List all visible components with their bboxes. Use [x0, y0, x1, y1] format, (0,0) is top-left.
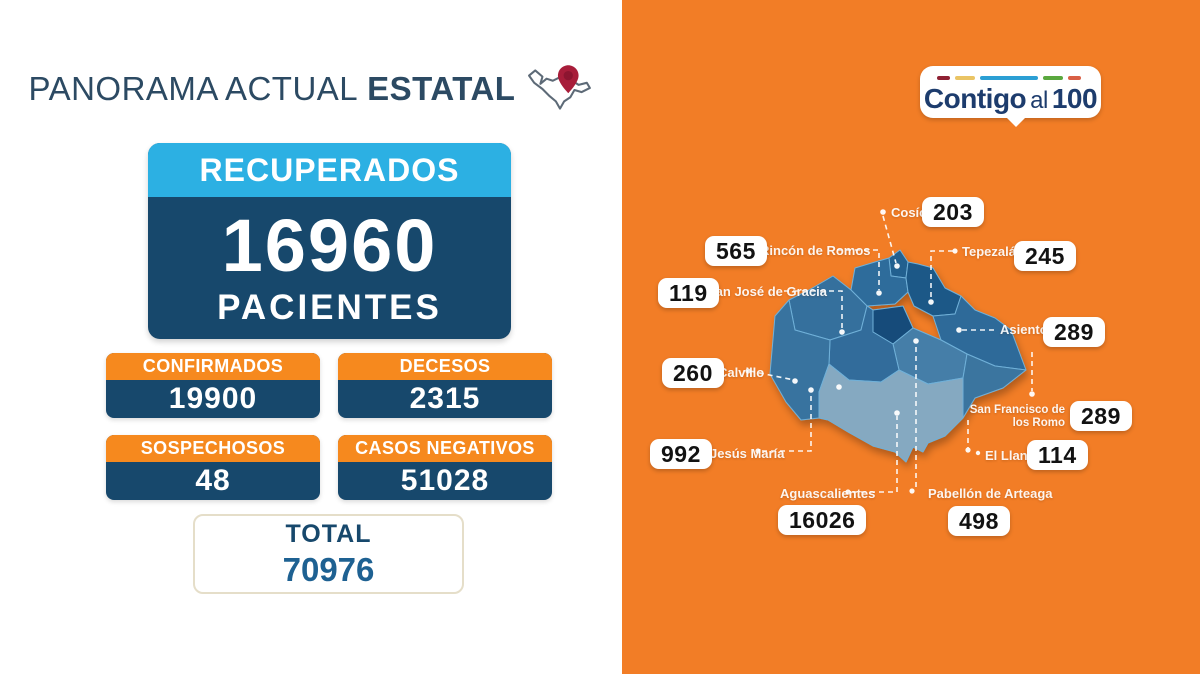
muni-label-san-jose-de-gracia: San José de Gracia: [707, 284, 827, 299]
muni-value-tepezala: 245: [1014, 241, 1076, 272]
stat-label: CASOS NEGATIVOS: [338, 435, 552, 462]
recovered-count: 16960: [221, 204, 438, 287]
logo-dash-orange: [1068, 76, 1081, 80]
stat-value: 2315: [409, 382, 481, 415]
muni-value-asientos: 289: [1043, 317, 1105, 348]
stat-label: CONFIRMADOS: [106, 353, 320, 380]
muni-label-pabellon-de-arteaga: Pabellón de Arteaga: [928, 486, 1053, 501]
logo-word-100: 100: [1051, 83, 1098, 114]
contigo-al-100-logo: Contigo al 100: [920, 66, 1101, 127]
aguascalientes-state-map: [745, 209, 1035, 495]
muni-value-san-jose-de-gracia: 119: [658, 278, 719, 309]
recovered-unit: PACIENTES: [217, 288, 442, 327]
logo-text: Contigo al 100: [920, 83, 1101, 115]
stat-label: SOSPECHOSOS: [106, 435, 320, 462]
total-value: 70976: [282, 550, 375, 588]
muni-value-pabellon-de-arteaga: 498: [948, 506, 1010, 537]
logo-color-dashes: [937, 76, 1081, 80]
map-region-tepezala: [905, 261, 962, 317]
total-label: TOTAL: [285, 519, 372, 548]
page-title-text: PANORAMA ACTUAL ESTATAL: [29, 70, 516, 108]
logo-dash-green: [1043, 76, 1063, 80]
page-title-normal: PANORAMA ACTUAL: [28, 70, 359, 107]
logo-dash-yellow: [955, 76, 975, 80]
muni-label-jesus-maria: Jesús María: [710, 446, 785, 461]
stat-value: 19900: [168, 382, 258, 415]
muni-value-san-francisco-de-los-romo: 289: [1070, 401, 1132, 432]
stat-card-confirmados: CONFIRMADOS 19900: [106, 353, 320, 418]
muni-label-calvillo: Calvillo: [718, 365, 765, 380]
connector-dots: [745, 209, 1035, 495]
map-region-aguascalientes: [818, 363, 964, 463]
logo-word-al: al: [1030, 87, 1048, 114]
stat-label: DECESOS: [338, 353, 552, 380]
muni-value-aguascalientes: 16026: [778, 505, 867, 536]
logo-dash-maroon: [937, 76, 950, 80]
stat-card-decesos: DECESOS 2315: [338, 353, 552, 418]
page-title-bold: ESTATAL: [367, 70, 516, 107]
map-region-el-llano: [962, 353, 1027, 419]
muni-label-asientos: Asientos: [1000, 322, 1055, 337]
muni-value-el-llano: 114: [1027, 440, 1088, 471]
stat-value: 48: [195, 464, 231, 497]
stat-card-casos-negativos: CASOS NEGATIVOS 51028: [338, 435, 552, 500]
muni-label-cosio: Cosío: [891, 205, 928, 220]
total-card: TOTAL 70976: [193, 514, 464, 594]
muni-label-san-francisco-de-los-romo: San Francisco de los Romo: [969, 404, 1065, 430]
muni-label-rincon-de-romos: Rincón de Romos: [760, 243, 871, 258]
stat-value: 51028: [400, 464, 490, 497]
page-title: PANORAMA ACTUAL ESTATAL: [0, 58, 622, 120]
muni-value-cosio: 203: [922, 197, 984, 228]
connector-lines: [749, 215, 1033, 493]
muni-value-calvillo: 260: [662, 358, 724, 389]
mexico-map-pin-icon: [528, 65, 592, 110]
logo-word-contigo: Contigo: [923, 83, 1027, 114]
muni-label-el-llano: El Llano: [985, 448, 1036, 463]
muni-label-tepezala: Tepezalá: [962, 244, 1016, 259]
muni-value-jesus-maria: 992: [650, 439, 712, 470]
recovered-card: RECUPERADOS 16960 PACIENTES: [148, 143, 511, 339]
muni-value-rincon-de-romos: 565: [705, 236, 767, 267]
recovered-card-header: RECUPERADOS: [148, 143, 511, 197]
stat-card-sospechosos: SOSPECHOSOS 48: [106, 435, 320, 500]
muni-label-aguascalientes: Aguascalientes: [780, 486, 876, 501]
logo-dash-blue: [980, 76, 1038, 80]
